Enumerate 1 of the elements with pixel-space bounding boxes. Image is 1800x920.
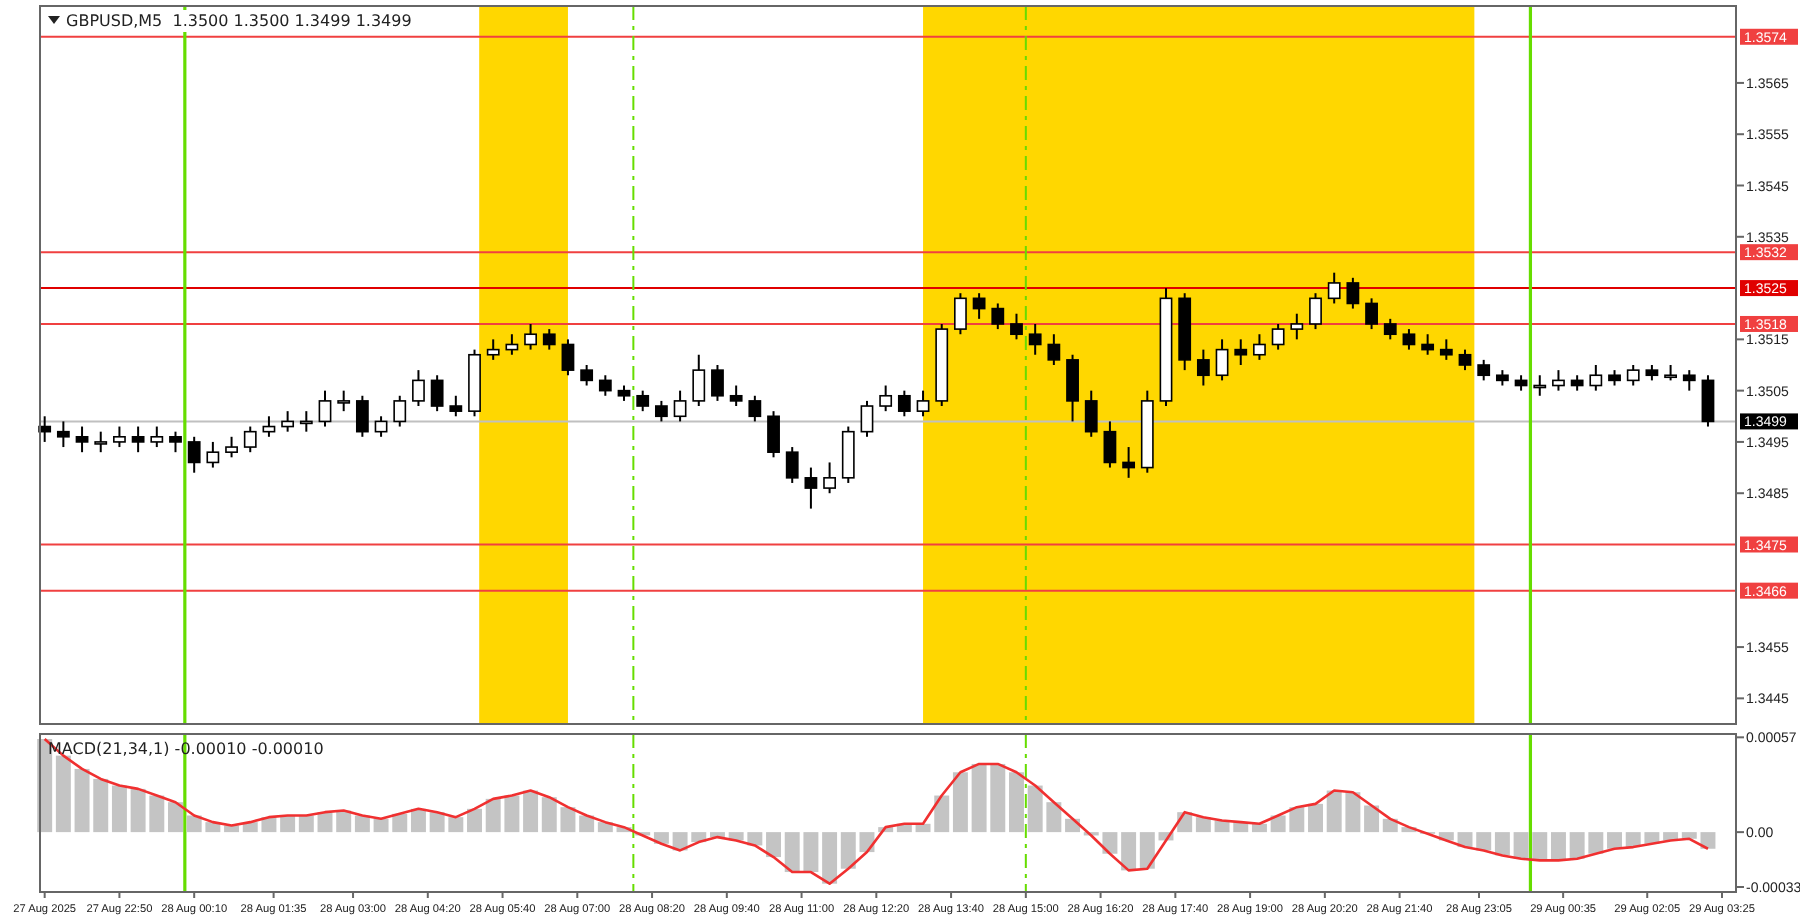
chart-title: GBPUSD,M5 1.3500 1.3500 1.3499 1.3499 [66, 12, 412, 30]
